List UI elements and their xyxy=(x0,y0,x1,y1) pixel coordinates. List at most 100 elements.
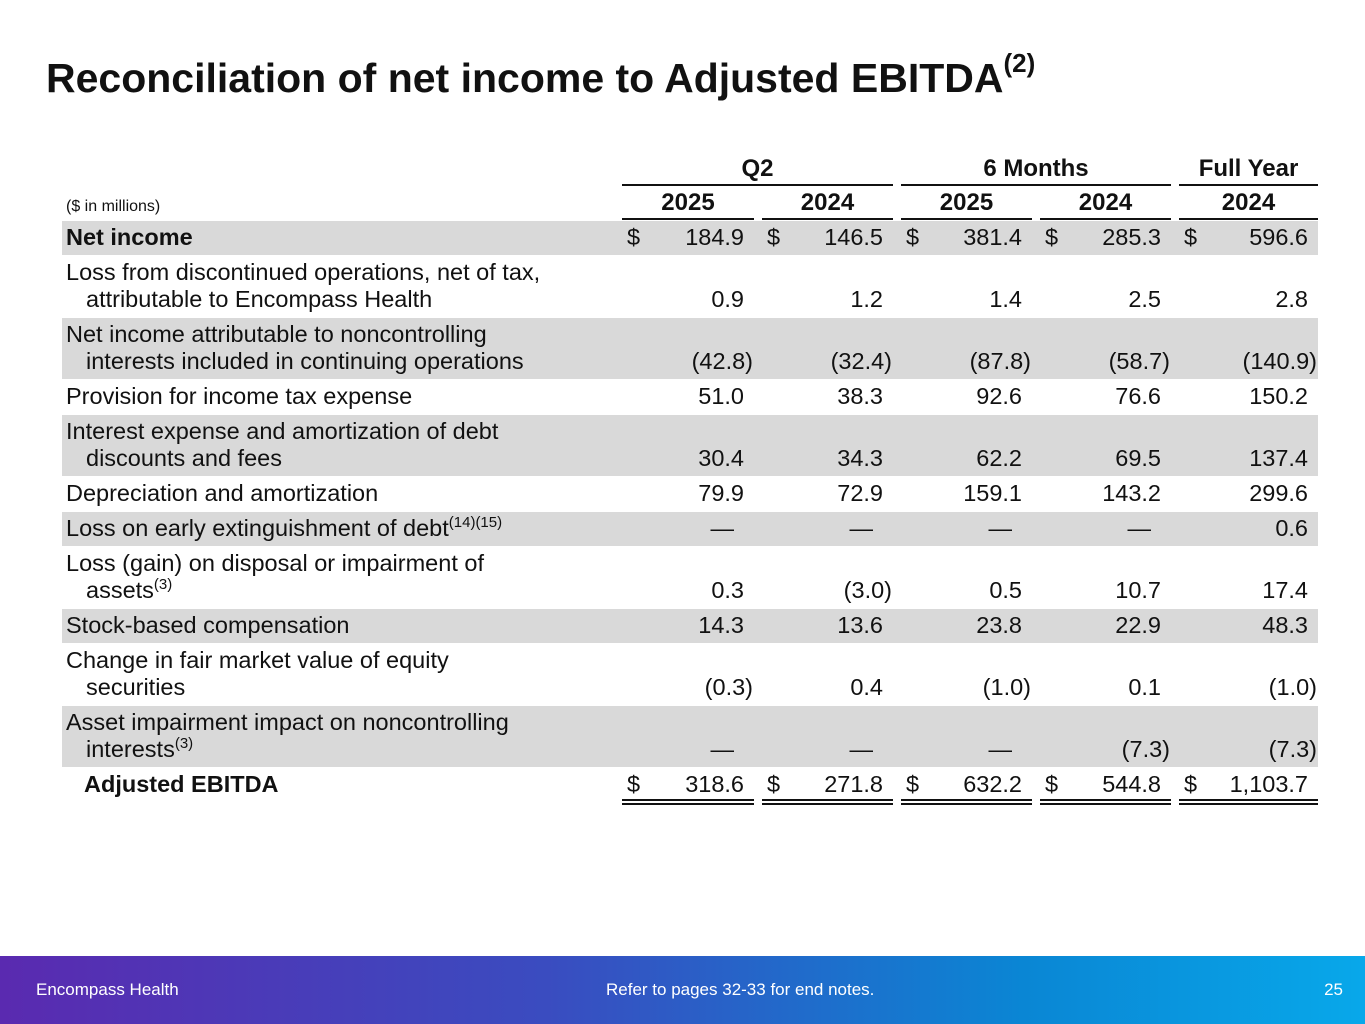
row-label: Stock-based compensation xyxy=(66,612,350,638)
total-rule xyxy=(1179,803,1318,805)
currency: $ xyxy=(1184,224,1198,250)
value: 184.9 xyxy=(685,224,744,250)
value: 0.3 xyxy=(711,577,744,603)
value: 0.6 xyxy=(1275,515,1308,541)
row-label: Net income xyxy=(66,224,193,250)
value: 2.5 xyxy=(1128,286,1161,312)
value: 146.5 xyxy=(824,224,883,250)
footer-note: Refer to pages 32-33 for end notes. xyxy=(606,980,875,999)
value: 0.4 xyxy=(850,674,883,700)
value: — xyxy=(710,736,735,762)
value: 17.4 xyxy=(1262,577,1308,603)
row-label: Loss (gain) on disposal or impairment of xyxy=(66,550,484,576)
year-rule xyxy=(901,218,1032,220)
value: 1,103.7 xyxy=(1229,771,1308,797)
value: — xyxy=(849,515,874,541)
year-rule xyxy=(622,218,754,220)
value: — xyxy=(988,515,1013,541)
value: (87.8) xyxy=(969,348,1031,374)
year-header: 2024 xyxy=(1221,189,1276,216)
value: — xyxy=(849,736,874,762)
row-label: assets(3) xyxy=(86,576,173,603)
value: 92.6 xyxy=(976,383,1022,409)
row-shade xyxy=(62,706,1318,767)
row-shade xyxy=(62,609,1318,643)
value: (140.9) xyxy=(1242,348,1317,374)
row-label: Provision for income tax expense xyxy=(66,383,413,409)
row-label: Adjusted EBITDA xyxy=(84,771,279,797)
value: (3.0) xyxy=(843,577,892,603)
row-label: Net income attributable to noncontrollin… xyxy=(66,321,487,347)
year-rule xyxy=(1040,218,1171,220)
year-rule xyxy=(1179,218,1318,220)
value: 143.2 xyxy=(1102,480,1161,506)
group-rule xyxy=(622,184,893,186)
value: (0.3) xyxy=(704,674,753,700)
value: 51.0 xyxy=(698,383,744,409)
row-shade xyxy=(62,512,1318,546)
total-rule xyxy=(622,799,754,801)
value: — xyxy=(988,736,1013,762)
value: 76.6 xyxy=(1115,383,1161,409)
value: 38.3 xyxy=(837,383,883,409)
group-header: Full Year xyxy=(1198,155,1299,182)
value: 72.9 xyxy=(837,480,883,506)
value: 13.6 xyxy=(837,612,883,638)
footer: Encompass Health Refer to pages 32-33 fo… xyxy=(0,956,1365,1024)
row-label: Depreciation and amortization xyxy=(66,480,379,506)
value: 22.9 xyxy=(1115,612,1161,638)
row-label: interests included in continuing operati… xyxy=(86,348,524,374)
footer-company: Encompass Health xyxy=(36,980,179,999)
value: 299.6 xyxy=(1249,480,1308,506)
value: 2.8 xyxy=(1275,286,1308,312)
row-label: Loss on early extinguishment of debt(14)… xyxy=(66,514,503,541)
value: 544.8 xyxy=(1102,771,1161,797)
value: 34.3 xyxy=(837,445,883,471)
value: 10.7 xyxy=(1115,577,1161,603)
value: 1.2 xyxy=(850,286,883,312)
value: 285.3 xyxy=(1102,224,1161,250)
value: 69.5 xyxy=(1115,445,1161,471)
title-text: Reconciliation of net income to Adjusted… xyxy=(46,55,1004,101)
value: 318.6 xyxy=(685,771,744,797)
total-rule xyxy=(1040,799,1171,801)
total-rule xyxy=(762,803,893,805)
total-rule xyxy=(622,803,754,805)
total-rule xyxy=(1040,803,1171,805)
value: 0.5 xyxy=(989,577,1022,603)
year-header: 2025 xyxy=(939,189,994,216)
group-rule xyxy=(1179,184,1318,186)
value: (7.3) xyxy=(1121,736,1170,762)
year-header: 2024 xyxy=(1078,189,1133,216)
currency: $ xyxy=(627,224,641,250)
value: (1.0) xyxy=(982,674,1031,700)
total-rule xyxy=(901,803,1032,805)
currency: $ xyxy=(1045,771,1059,797)
footnote-ref: (14)(15) xyxy=(448,514,503,531)
slide-title: Reconciliation of net income to Adjusted… xyxy=(46,48,1035,102)
row-label: Change in fair market value of equity xyxy=(66,647,449,673)
value: — xyxy=(710,515,735,541)
year-header: 2024 xyxy=(800,189,855,216)
currency: $ xyxy=(767,224,781,250)
value: (58.7) xyxy=(1108,348,1170,374)
group-header: 6 Months xyxy=(983,155,1089,182)
row-shade xyxy=(62,318,1318,379)
value: 14.3 xyxy=(698,612,744,638)
currency: $ xyxy=(767,771,781,797)
footnote-ref: (3) xyxy=(174,735,194,752)
row-label: interests(3) xyxy=(86,735,194,762)
value: 0.9 xyxy=(711,286,744,312)
year-rule xyxy=(762,218,893,220)
row-label: Loss from discontinued operations, net o… xyxy=(66,259,541,285)
row-shade xyxy=(62,415,1318,476)
value: (7.3) xyxy=(1268,736,1317,762)
value: 596.6 xyxy=(1249,224,1308,250)
value: (1.0) xyxy=(1268,674,1317,700)
currency: $ xyxy=(1184,771,1198,797)
value: 159.1 xyxy=(963,480,1022,506)
currency: $ xyxy=(627,771,641,797)
value: 30.4 xyxy=(698,445,744,471)
total-rule xyxy=(901,799,1032,801)
